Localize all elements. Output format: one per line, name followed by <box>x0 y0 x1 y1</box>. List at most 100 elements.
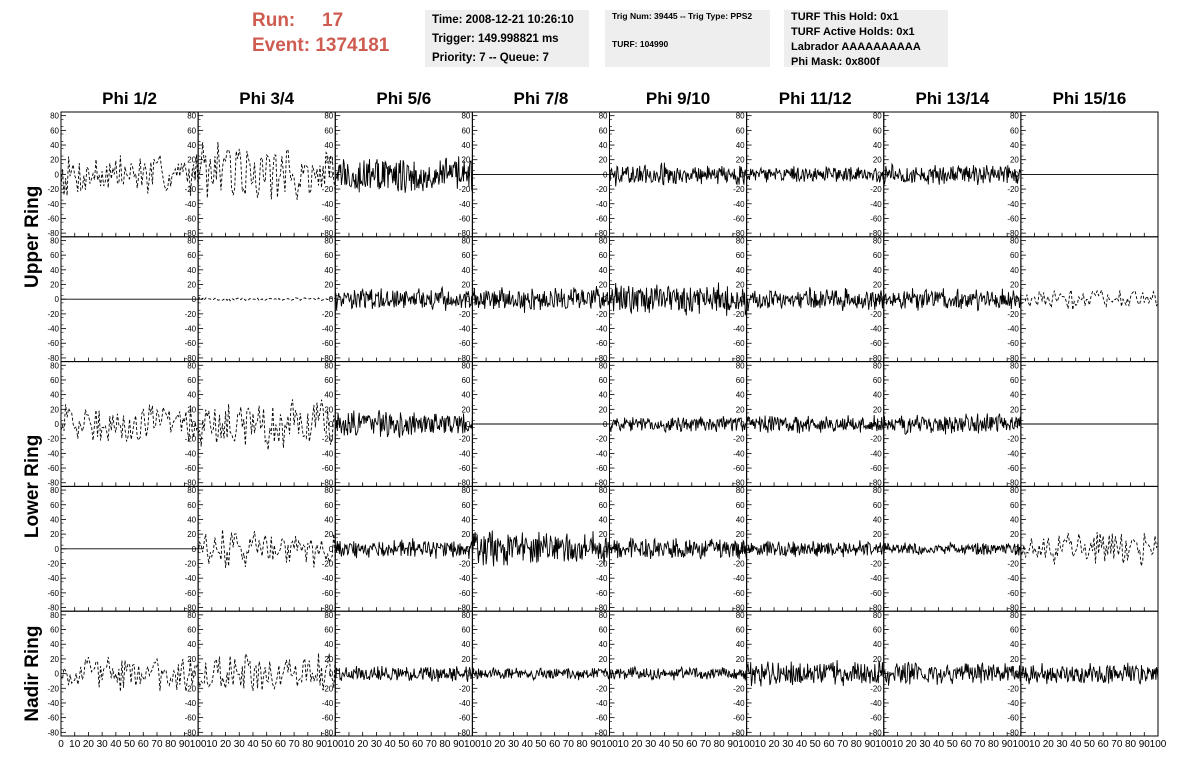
y-tick-label: 40 <box>187 391 196 400</box>
x-tick-label: 20 <box>768 739 780 750</box>
y-tick-label: 20 <box>324 405 333 414</box>
y-tick-label: 40 <box>1010 266 1019 275</box>
y-tick-label: 0 <box>466 420 471 429</box>
y-tick-label: 60 <box>324 376 333 385</box>
waveform-trace <box>1020 288 1159 310</box>
time-info-box: Time: 2008-12-21 10:26:10 Trigger: 149.9… <box>425 10 589 67</box>
y-tick-label: 20 <box>324 655 333 664</box>
y-tick-label: 20 <box>873 655 882 664</box>
x-tick-label: 90 <box>727 739 739 750</box>
y-tick-label: 20 <box>187 281 196 290</box>
y-tick-label: -40 <box>185 574 197 583</box>
y-tick-label: 40 <box>736 515 745 524</box>
y-tick-label: 0 <box>466 295 471 304</box>
y-tick-label: 80 <box>599 236 608 245</box>
panel-frame <box>60 361 199 487</box>
x-tick-label: 90 <box>864 739 876 750</box>
y-tick-label: -40 <box>47 699 59 708</box>
y-tick-label: 60 <box>461 626 470 635</box>
y-tick-label: 40 <box>324 640 333 649</box>
y-tick-label: 20 <box>873 156 882 165</box>
y-tick-label: -80 <box>1007 604 1019 613</box>
y-tick-label: 40 <box>599 640 608 649</box>
event-header: Run: 17 Event: 1374181 Time: 2008-12-21 1… <box>0 0 1196 80</box>
y-tick-label: 60 <box>1010 251 1019 260</box>
waveform-trace <box>197 296 336 302</box>
y-tick-label: -40 <box>1007 449 1019 458</box>
y-tick-label: -80 <box>733 479 745 488</box>
y-tick-label: -80 <box>870 728 882 737</box>
column-title: Phi 9/10 <box>646 89 710 108</box>
y-tick-label: -40 <box>47 200 59 209</box>
waveform-trace <box>197 652 336 691</box>
y-tick-label: 60 <box>50 626 59 635</box>
y-tick-label: 0 <box>55 670 60 679</box>
y-tick-label: -80 <box>459 604 471 613</box>
y-tick-label: -20 <box>733 684 745 693</box>
waveform-trace <box>883 288 1022 312</box>
y-tick-label: 20 <box>599 530 608 539</box>
y-tick-label: 40 <box>873 266 882 275</box>
y-tick-label: 60 <box>187 626 196 635</box>
y-tick-label: 20 <box>187 655 196 664</box>
x-tick-label: 80 <box>577 739 589 750</box>
y-tick-label: 60 <box>599 126 608 135</box>
y-tick-label: 20 <box>461 655 470 664</box>
y-tick-label: 20 <box>599 405 608 414</box>
y-tick-label: 0 <box>603 295 608 304</box>
row-label: Nadir Ring <box>22 626 43 722</box>
y-tick-label: 60 <box>599 251 608 260</box>
y-tick-label: 80 <box>187 112 196 121</box>
x-tick-label: 10 <box>618 739 630 750</box>
y-tick-label: 80 <box>461 361 470 370</box>
x-tick-label: 20 <box>906 739 918 750</box>
y-tick-label: 80 <box>461 486 470 495</box>
y-tick-label: -40 <box>596 449 608 458</box>
waveform-trace <box>334 410 473 438</box>
y-tick-label: -80 <box>47 728 59 737</box>
y-tick-label: -80 <box>47 354 59 363</box>
y-tick-label: 0 <box>740 545 745 554</box>
y-tick-label: -60 <box>870 714 882 723</box>
y-tick-label: -40 <box>870 200 882 209</box>
y-tick-label: 20 <box>187 156 196 165</box>
y-tick-label: -20 <box>1007 435 1019 444</box>
y-tick-label: 40 <box>50 515 59 524</box>
y-tick-label: -40 <box>870 325 882 334</box>
y-tick-label: 80 <box>324 112 333 121</box>
x-tick-label: 100 <box>738 739 755 750</box>
x-tick-label: 80 <box>714 739 726 750</box>
y-tick-label: -80 <box>870 604 882 613</box>
y-tick-label: -80 <box>47 229 59 238</box>
y-tick-label: 20 <box>736 281 745 290</box>
y-tick-label: -80 <box>870 229 882 238</box>
x-tick-label: 40 <box>796 739 808 750</box>
y-tick-label: 20 <box>1010 530 1019 539</box>
y-tick-label: -40 <box>322 325 334 334</box>
y-tick-label: -20 <box>322 684 334 693</box>
y-tick-label: -40 <box>870 574 882 583</box>
y-tick-label: 40 <box>50 391 59 400</box>
y-tick-label: -20 <box>733 310 745 319</box>
y-tick-label: 60 <box>736 501 745 510</box>
y-tick-label: 40 <box>1010 515 1019 524</box>
y-tick-label: -80 <box>185 728 197 737</box>
y-tick-label: -40 <box>870 449 882 458</box>
y-tick-label: -80 <box>596 728 608 737</box>
run-number: 17 <box>322 10 344 31</box>
y-tick-label: 20 <box>324 530 333 539</box>
x-tick-label: 70 <box>700 739 712 750</box>
y-tick-label: 80 <box>736 486 745 495</box>
y-tick-label: 80 <box>187 236 196 245</box>
y-tick-label: 20 <box>461 156 470 165</box>
y-tick-label: 0 <box>192 545 197 554</box>
y-tick-label: 20 <box>736 655 745 664</box>
y-tick-label: 0 <box>329 295 334 304</box>
y-tick-label: 60 <box>599 501 608 510</box>
x-tick-label: 40 <box>933 739 945 750</box>
y-tick-label: 40 <box>599 391 608 400</box>
x-tick-label: 50 <box>1084 739 1096 750</box>
x-tick-label: 30 <box>234 739 246 750</box>
y-tick-label: -40 <box>1007 325 1019 334</box>
